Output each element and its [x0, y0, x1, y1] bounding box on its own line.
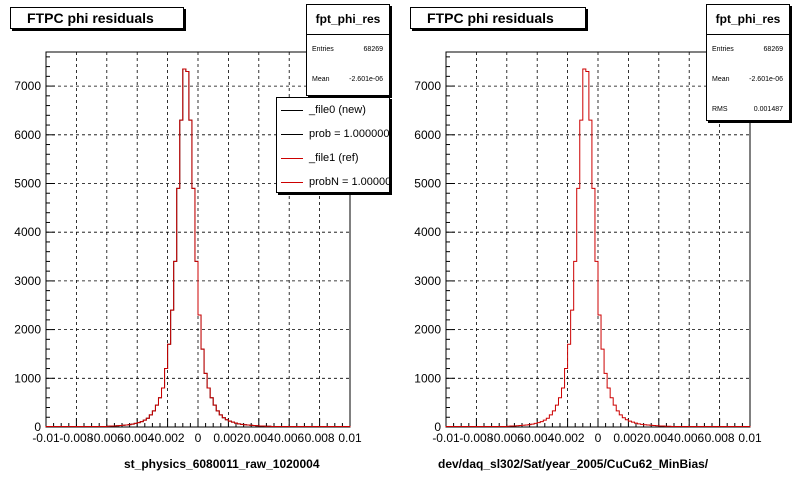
histogram-series [445, 68, 751, 428]
stats-name: fpt_phi_res [307, 5, 389, 35]
y-tick-label: 2000 [414, 323, 441, 337]
y-tick-label: 5000 [414, 176, 441, 190]
x-tick-label: 0.008 [705, 431, 735, 445]
x-tick-label: 0.01 [738, 431, 762, 445]
stats-box: fpt_phi_res Entries 68269 Mean -2.601e-06 … [706, 4, 790, 121]
y-tick-label: 4000 [414, 225, 441, 239]
histogram-series [45, 68, 351, 428]
x-tick-label: 0.002 [213, 431, 243, 445]
x-tick-label: -0.002 [151, 431, 185, 445]
x-tick-label: 0.004 [244, 431, 274, 445]
y-tick-label: 6000 [14, 128, 41, 142]
x-tick-label: -0.004 [120, 431, 154, 445]
y-tick-label: 1000 [414, 371, 441, 385]
x-tick-label: -0.01 [432, 431, 460, 445]
legend-entry: probN = 1.000000 [277, 170, 389, 192]
x-tick-label: -0.006 [490, 431, 524, 445]
legend: _file0 (new) prob = 1.000000 _file1 (ref… [276, 97, 390, 193]
x-axis-label: st_physics_6080011_raw_1020004 [124, 457, 320, 471]
x-axis-label: dev/daq_sl302/Sat/year_2005/CuCu62_MinBi… [438, 457, 709, 471]
x-tick-label: -0.002 [551, 431, 585, 445]
y-tick-label: 0 [34, 420, 41, 434]
stats-row: Mean -2.601e-06 [712, 76, 783, 83]
y-tick-label: 2000 [14, 323, 41, 337]
x-tick-label: 0.006 [674, 431, 704, 445]
x-tick-label: -0.004 [520, 431, 554, 445]
x-tick-label: -0.006 [90, 431, 124, 445]
x-tick-label: 0 [195, 431, 202, 445]
y-tick-label: 0 [434, 420, 441, 434]
legend-entry: prob = 1.000000 [277, 122, 389, 146]
legend-entry: _file0 (new) [277, 98, 389, 122]
stats-row: Entries 68269 [312, 46, 383, 53]
x-tick-label: 0.008 [305, 431, 335, 445]
plot-panel: 0 1000 2000 3000 4000 5000 6000 7000 -0.01 -0.008… [414, 51, 762, 445]
stats-name: fpt_phi_res [707, 5, 789, 35]
x-tick-label: 0.004 [644, 431, 674, 445]
stats-box: fpt_phi_res Entries 68269 Mean -2.601e-06 [306, 4, 390, 96]
x-tick-label: 0.006 [274, 431, 304, 445]
legend-entry: _file1 (ref) [277, 146, 389, 170]
x-tick-label: -0.01 [32, 431, 60, 445]
stats-row: Mean -2.601e-06 [312, 76, 383, 83]
x-tick-label: 0.01 [338, 431, 362, 445]
y-tick-label: 3000 [414, 274, 441, 288]
y-tick-label: 1000 [14, 371, 41, 385]
stats-row: RMS 0.001487 [712, 106, 783, 113]
y-tick-label: 7000 [414, 79, 441, 93]
panel-title: FTPC phi residuals [10, 7, 184, 29]
y-tick-label: 7000 [14, 79, 41, 93]
x-tick-label: -0.008 [59, 431, 93, 445]
x-tick-label: 0 [595, 431, 602, 445]
y-tick-label: 5000 [14, 176, 41, 190]
y-tick-label: 4000 [14, 225, 41, 239]
x-tick-label: 0.002 [613, 431, 643, 445]
stats-row: Entries 68269 [712, 46, 783, 53]
x-tick-label: -0.008 [459, 431, 493, 445]
y-tick-label: 3000 [14, 274, 41, 288]
panel-title: FTPC phi residuals [410, 7, 586, 29]
y-tick-label: 6000 [414, 128, 441, 142]
